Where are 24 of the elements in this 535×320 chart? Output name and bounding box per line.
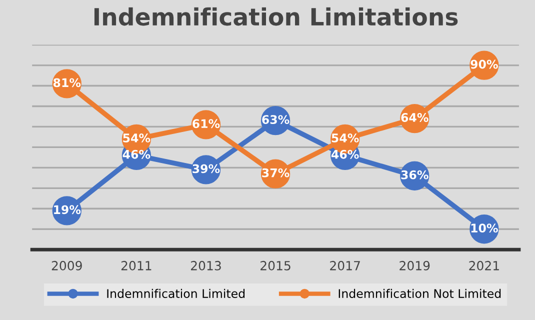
data-label: 54% bbox=[123, 134, 150, 142]
data-label: 61% bbox=[192, 119, 220, 128]
x-tick-label: 2019 bbox=[400, 260, 430, 270]
x-tick-label: 2021 bbox=[469, 260, 499, 270]
data-label: 37% bbox=[262, 168, 290, 178]
x-tick-label: 2009 bbox=[52, 260, 82, 270]
data-label: 19% bbox=[54, 205, 81, 214]
data-label: 46% bbox=[122, 150, 150, 159]
x-tick-label: 2015 bbox=[260, 260, 290, 270]
chart-title: Indemnification Limitations bbox=[94, 7, 458, 26]
x-tick-label: 2017 bbox=[330, 260, 360, 270]
data-label: 10% bbox=[471, 224, 498, 233]
x-tick-label: 2013 bbox=[190, 260, 221, 270]
data-label: 81% bbox=[53, 78, 81, 88]
data-label: 90% bbox=[470, 60, 498, 69]
data-label: 46% bbox=[331, 150, 359, 159]
data-label: 64% bbox=[401, 113, 428, 122]
data-label: 39% bbox=[192, 164, 220, 174]
data-label: 36% bbox=[401, 170, 428, 180]
data-label: 63% bbox=[262, 115, 290, 124]
legend-label: Indemnification Not Limited bbox=[338, 288, 501, 298]
x-tick-label: 2011 bbox=[121, 260, 152, 270]
data-label: 54% bbox=[332, 134, 359, 142]
legend-label: Indemnification Limited bbox=[107, 288, 245, 298]
